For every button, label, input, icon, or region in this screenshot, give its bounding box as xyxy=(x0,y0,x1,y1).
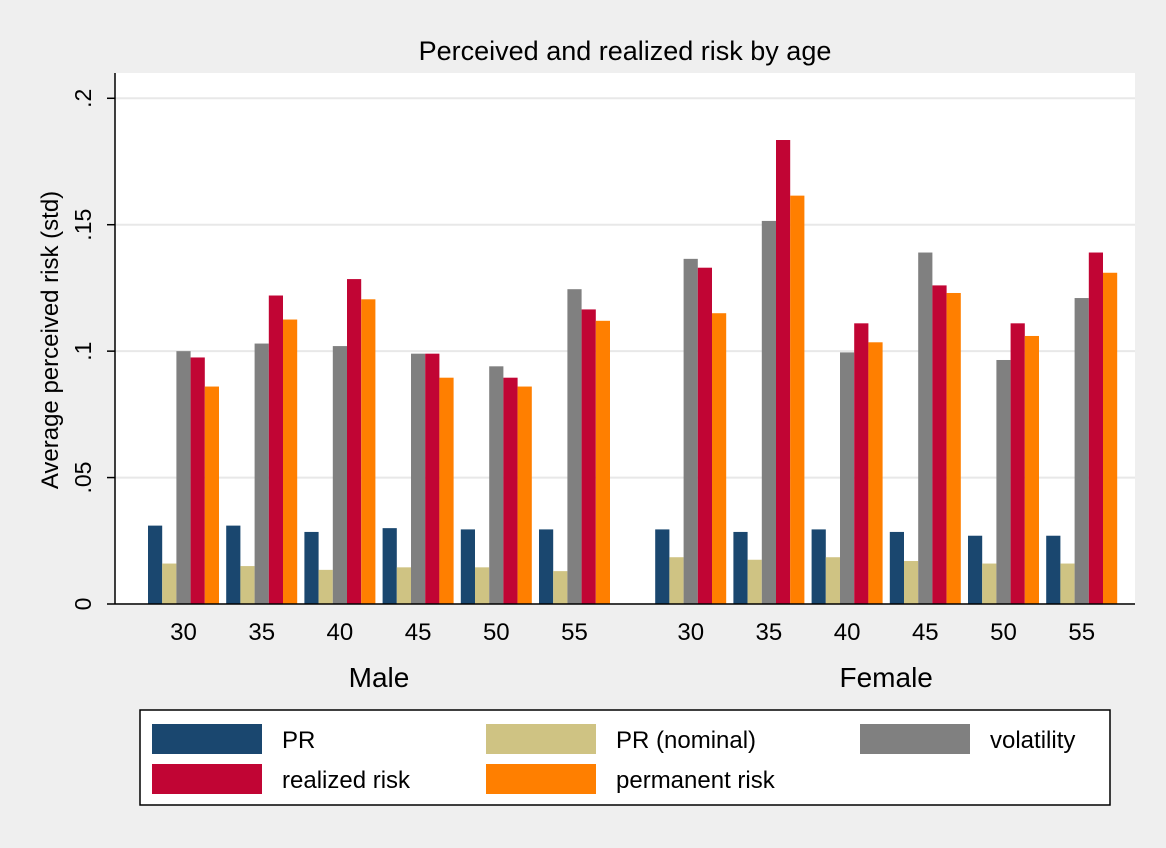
legend-label: PR (nominal) xyxy=(616,727,756,754)
x-tick-label: 40 xyxy=(834,619,861,646)
bar xyxy=(226,525,241,604)
legend-swatch xyxy=(152,724,262,754)
y-tick-label: .2 xyxy=(70,89,96,108)
bar xyxy=(240,566,255,604)
bar xyxy=(347,279,362,604)
y-axis-label: Average perceived risk (std) xyxy=(37,191,64,489)
bar xyxy=(840,352,855,604)
bar xyxy=(503,377,518,604)
x-tick-label: 50 xyxy=(990,619,1017,646)
bar xyxy=(932,285,947,604)
bar xyxy=(361,299,376,604)
x-tick-label: 30 xyxy=(170,619,197,646)
y-tick-label: .1 xyxy=(70,342,96,361)
x-tick-label: 35 xyxy=(248,619,275,646)
bar xyxy=(595,320,610,604)
bar xyxy=(918,252,933,604)
bar xyxy=(176,351,191,604)
bar xyxy=(868,342,883,604)
x-tick-label: 40 xyxy=(327,619,354,646)
bar xyxy=(411,353,426,604)
bar xyxy=(669,557,684,604)
bar xyxy=(1074,298,1089,604)
bar xyxy=(318,569,333,604)
bar xyxy=(382,528,397,604)
bar xyxy=(776,140,791,604)
bar xyxy=(747,559,762,604)
bar xyxy=(1046,535,1061,604)
bar xyxy=(539,529,554,604)
bar xyxy=(1060,563,1075,604)
bar xyxy=(517,386,532,604)
x-tick-label: 55 xyxy=(561,619,588,646)
bar xyxy=(996,359,1011,604)
bar xyxy=(889,531,904,604)
bar xyxy=(148,525,163,604)
group-label: Male xyxy=(349,662,410,693)
bar xyxy=(332,346,347,604)
bar xyxy=(204,386,219,604)
x-axis-ticks: 30 35 40 45 50 55 30 35 40 45 50 55 xyxy=(170,619,1095,646)
bar xyxy=(396,567,411,604)
bar xyxy=(697,267,712,604)
bars xyxy=(148,140,1118,604)
bar xyxy=(825,557,840,604)
x-tick-label: 35 xyxy=(756,619,783,646)
bar xyxy=(712,313,727,604)
bar xyxy=(268,295,283,604)
group-labels: Male Female xyxy=(349,662,933,693)
bar xyxy=(968,535,983,604)
bar xyxy=(946,292,961,604)
legend-label: volatility xyxy=(990,727,1075,754)
bar xyxy=(283,319,298,604)
bar xyxy=(581,309,596,604)
legend-label: permanent risk xyxy=(616,767,776,794)
x-tick-label: 45 xyxy=(912,619,939,646)
bar xyxy=(854,323,869,604)
x-tick-label: 50 xyxy=(483,619,510,646)
x-tick-label: 45 xyxy=(405,619,432,646)
y-tick-label: .15 xyxy=(70,209,96,241)
y-tick-label: .05 xyxy=(70,462,96,494)
bar xyxy=(1103,272,1118,604)
bar xyxy=(811,529,826,604)
bar xyxy=(162,563,177,604)
bar xyxy=(1010,323,1025,604)
bar xyxy=(904,561,919,604)
legend-swatch xyxy=(860,724,970,754)
legend-swatch xyxy=(152,764,262,794)
bar xyxy=(733,531,748,604)
legend-label: PR xyxy=(282,727,315,754)
bar xyxy=(304,531,319,604)
legend-label: realized risk xyxy=(282,767,411,794)
x-tick-label: 30 xyxy=(677,619,704,646)
x-tick-label: 55 xyxy=(1068,619,1095,646)
bar xyxy=(567,289,582,604)
legend-entries: PR PR (nominal) volatility realized risk per… xyxy=(152,724,1075,794)
bar xyxy=(655,529,670,604)
legend-swatch xyxy=(486,764,596,794)
bar xyxy=(1024,335,1039,604)
bar xyxy=(475,567,490,604)
y-tick-label: 0 xyxy=(70,598,96,611)
bar xyxy=(982,563,997,604)
group-label: Female xyxy=(840,662,933,693)
bar xyxy=(683,258,698,604)
bar xyxy=(489,366,504,604)
chart-title: Perceived and realized risk by age xyxy=(419,36,832,66)
bar xyxy=(439,377,454,604)
bar xyxy=(425,353,440,604)
bar xyxy=(254,343,269,604)
bar xyxy=(190,357,205,604)
bar xyxy=(790,195,805,604)
bar xyxy=(553,571,568,604)
bar xyxy=(761,220,776,604)
y-axis-ticks: 0 .05 .1 .15 .2 xyxy=(70,89,115,611)
legend-swatch xyxy=(486,724,596,754)
bar xyxy=(460,529,475,604)
bar xyxy=(1088,252,1103,604)
